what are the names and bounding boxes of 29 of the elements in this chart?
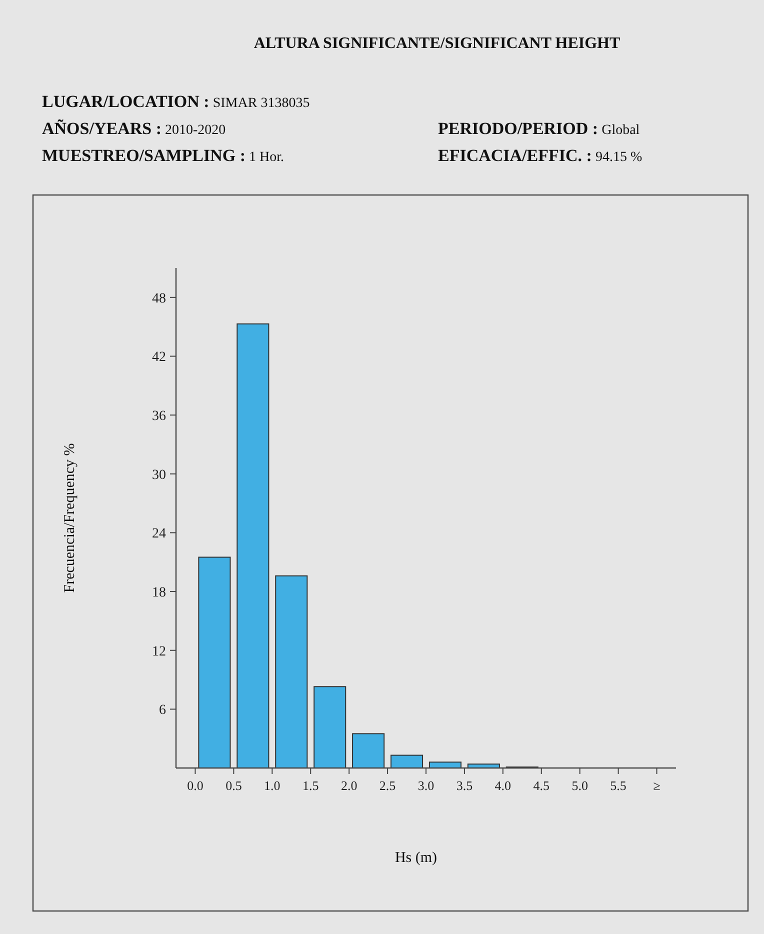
y-tick-label: 6 xyxy=(159,703,166,718)
x-tick-label: ≥ xyxy=(653,778,660,793)
y-tick-label: 42 xyxy=(152,350,166,366)
x-tick-label: 4.0 xyxy=(494,778,512,793)
x-tick-label: 5.0 xyxy=(572,778,588,793)
y-tick-label: 48 xyxy=(152,291,166,306)
y-axis-title: Frecuencia/Frequency % xyxy=(62,443,78,593)
y-tick-label: 24 xyxy=(152,526,166,542)
text: PERIODO/PERIOD : Global xyxy=(438,119,640,138)
x-tick-label: 5.5 xyxy=(610,778,626,793)
x-tick-label: 0.5 xyxy=(226,778,242,793)
y-tick-label: 36 xyxy=(152,408,166,424)
x-axis-title: Hs (m) xyxy=(394,850,438,866)
x-tick-label: 0.0 xyxy=(187,778,204,793)
text: LUGAR/LOCATION : SIMAR 3138035 xyxy=(42,92,310,111)
y-tick-label: 30 xyxy=(152,468,166,483)
x-tick-label: 3.5 xyxy=(456,778,473,793)
x-tick-label: 1.0 xyxy=(264,778,280,793)
chart-title: ALTURA SIGNIFICANTE/SIGNIFICANT HEIGHT xyxy=(254,35,620,52)
y-tick-label: 18 xyxy=(152,585,166,600)
x-tick-label: 1.5 xyxy=(302,778,319,793)
y-tick-label: 12 xyxy=(152,644,166,660)
x-tick-label: 2.0 xyxy=(340,778,358,793)
x-tick-label: 3.0 xyxy=(418,778,434,793)
x-tick-label: 4.5 xyxy=(533,778,550,793)
text: EFICACIA/EFFIC. : 94.15 % xyxy=(438,146,642,165)
text: AÑOS/YEARS : 2010-2020 xyxy=(42,119,226,138)
x-tick-label: 2.5 xyxy=(379,778,396,793)
text: MUESTREO/SAMPLING : 1 Hor. xyxy=(42,146,284,165)
